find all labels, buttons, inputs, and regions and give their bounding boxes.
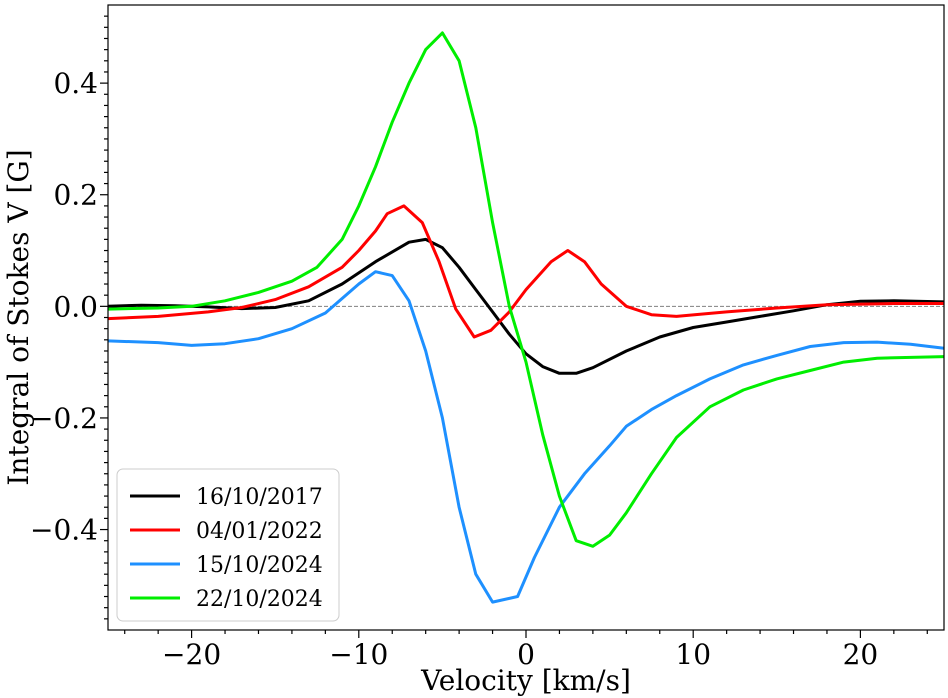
x-tick-label: −10 [329,638,388,671]
y-tick-label: 0.4 [53,67,98,100]
series-layer [107,31,945,604]
x-axis-ticks: −20 −10 0 10 20 [124,630,928,671]
y-tick-label: −0.4 [30,514,98,547]
legend-label: 16/10/2017 [196,485,323,510]
series-line-1 [107,237,945,375]
legend-box [116,468,340,622]
x-tick-label: −20 [162,638,221,671]
y-tick-label: 0.0 [53,290,98,323]
x-tick-label: 0 [517,638,535,671]
legend: 16/10/2017 04/01/2022 15/10/2024 22/10/2024 [116,468,340,622]
y-tick-label: −0.2 [30,402,98,435]
x-tick-label: 10 [675,638,711,671]
series-line-2 [107,204,944,339]
legend-label: 04/01/2022 [196,519,323,544]
y-tick-label: 0.2 [53,179,98,212]
legend-label: 22/10/2024 [196,587,323,612]
x-axis-title: Velocity [km/s] [420,664,631,697]
series-line-3 [107,270,945,604]
y-axis-ticks: −0.4 −0.2 0.0 0.2 0.4 [30,15,108,620]
legend-label: 15/10/2024 [196,553,323,578]
series-line-4 [107,31,945,548]
x-tick-label: 20 [843,638,879,671]
y-axis-title: Integral of Stokes V [G] [2,149,35,485]
